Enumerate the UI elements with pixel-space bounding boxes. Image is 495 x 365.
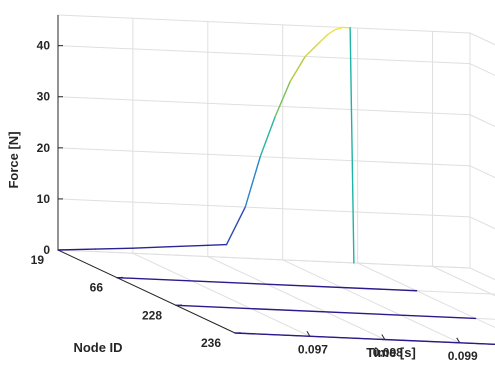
z-tick-label: 40 xyxy=(37,39,51,53)
y-axis-label: Node ID xyxy=(73,340,122,355)
z-tick-label: 20 xyxy=(37,141,51,155)
series-segment-node-19 xyxy=(234,332,495,346)
x-tick xyxy=(306,331,311,337)
y-tick-label: 228 xyxy=(142,308,162,322)
z-axis-label: Force [N] xyxy=(6,131,21,188)
grid-line-floor xyxy=(57,249,471,269)
grid-line-z-wall xyxy=(57,45,471,65)
series-segment-node-236 xyxy=(326,28,336,36)
x-tick xyxy=(456,337,461,344)
series-segment-node-66 xyxy=(175,304,477,320)
series-segment-node-236 xyxy=(57,248,97,251)
grid-line-z-wall xyxy=(469,63,495,76)
z-tick-label: 30 xyxy=(37,90,51,104)
series-segment-node-236 xyxy=(259,115,276,158)
grid-lines xyxy=(57,14,495,345)
y-tick-label: 66 xyxy=(90,281,104,295)
series-segment-node-236 xyxy=(319,33,329,43)
series-segment-node-236 xyxy=(304,41,321,58)
series-segment-node-228 xyxy=(116,276,418,292)
axes xyxy=(57,15,495,345)
y-tick-label: 236 xyxy=(201,336,221,350)
grid-line-z-wall xyxy=(469,216,495,230)
grid-line-z-wall xyxy=(469,114,495,128)
tick-labels: 01020304019662282360.0970.0980.0990.10.1… xyxy=(31,39,478,363)
series-segment-node-236 xyxy=(334,26,344,31)
z-tick-label: 0 xyxy=(43,243,50,257)
series-segment-node-236 xyxy=(349,27,355,264)
grid-line-floor xyxy=(432,265,495,297)
series-segment-node-236 xyxy=(244,155,261,208)
series-lines xyxy=(57,26,495,346)
x-axis-label: Time [s] xyxy=(366,345,416,360)
grid-line-floor xyxy=(132,252,311,337)
grid-line-z-wall xyxy=(469,267,495,281)
series-segment-node-236 xyxy=(274,80,291,118)
x-tick-label: 0.097 xyxy=(298,342,328,356)
series-segment-node-236 xyxy=(94,247,134,250)
series-segment-node-236 xyxy=(132,246,172,249)
series-segment-node-236 xyxy=(207,243,228,247)
y-tick-label: 19 xyxy=(31,253,45,267)
x-tick-label: 0.099 xyxy=(448,349,478,363)
grid-line-z-wall xyxy=(57,14,471,34)
grid-line-z-wall xyxy=(469,32,495,46)
x-tick xyxy=(381,334,386,340)
y-axis-line xyxy=(57,249,236,334)
grid-line-z-wall xyxy=(57,198,471,218)
grid-line-z-wall xyxy=(469,165,495,179)
grid-line-z-wall xyxy=(57,96,471,116)
series-segment-node-236 xyxy=(225,206,246,246)
series-segment-node-236 xyxy=(169,244,209,248)
grid-line-floor xyxy=(357,262,495,329)
x-tick-label: 0.098 xyxy=(373,346,403,360)
grid-line-z-wall xyxy=(57,147,471,167)
z-tick-label: 10 xyxy=(37,192,51,206)
grid-line-floor xyxy=(282,259,460,344)
series-segment-node-236 xyxy=(289,55,306,83)
grid-line-floor xyxy=(207,256,386,340)
